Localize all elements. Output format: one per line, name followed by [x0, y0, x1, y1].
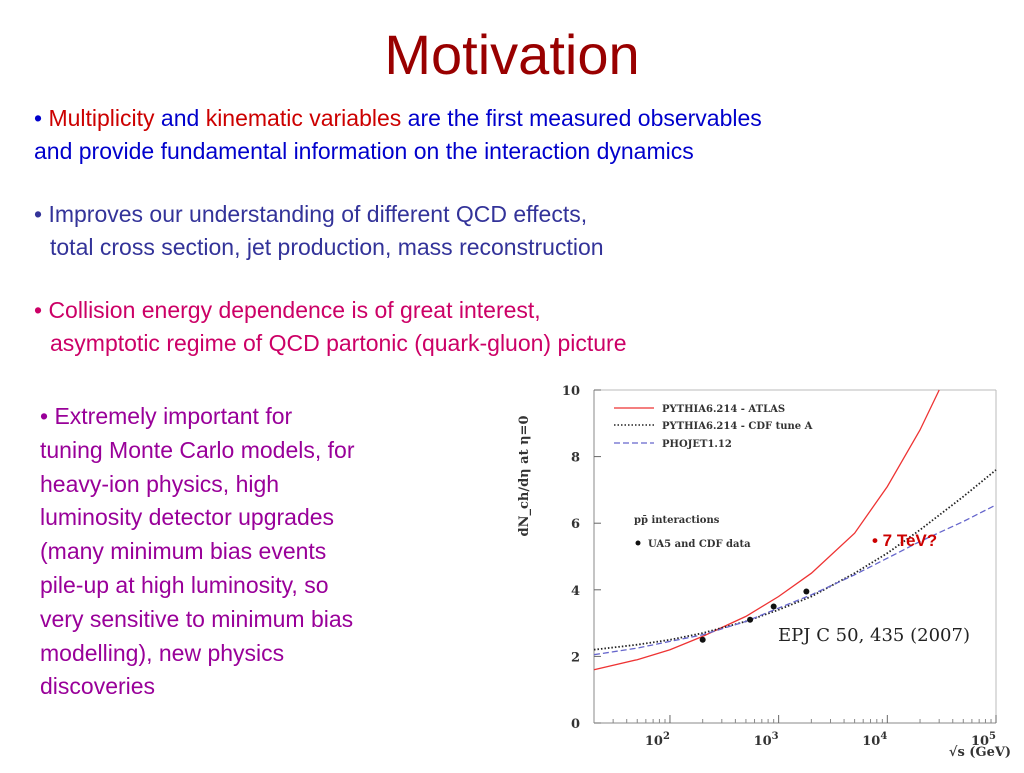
bullet-line: • Multiplicity and kinematic variables a…: [34, 102, 994, 135]
bullet-line: • Improves our understanding of differen…: [34, 201, 588, 227]
legend-label-phojet: PHOJET1.12: [662, 439, 732, 450]
series-line-2: [593, 504, 997, 656]
text-and: and: [154, 105, 206, 131]
x-tick-label: 104: [862, 731, 887, 749]
y-tick-label: 10: [562, 384, 580, 399]
legend-marker-data: [635, 540, 641, 546]
bullet-line: • Extremely important for: [40, 403, 293, 429]
annotation-interactions: pp̄ interactions: [634, 515, 720, 526]
series-line-0: [593, 389, 940, 671]
bullet-qcd-effects: • Improves our understanding of differen…: [34, 198, 934, 264]
term-multiplicity: Multiplicity: [48, 105, 155, 131]
bullet-line: luminosity detector upgrades: [40, 504, 335, 531]
chart-data-points: [699, 588, 810, 643]
bullet-line: total cross section, jet production, mas…: [50, 234, 604, 260]
chart-legend: PYTHIA6.214 - ATLAS PYTHIA6.214 - CDF tu…: [614, 404, 813, 450]
bullet-multiplicity: • Multiplicity and kinematic variables a…: [34, 102, 994, 168]
text-observables: are the first measured observables: [401, 105, 762, 131]
data-point: [803, 588, 810, 595]
chart-frame: [593, 389, 997, 724]
y-axis-label: dN_ch/dη at η=0: [517, 416, 532, 537]
x-tick-label: 103: [754, 731, 779, 749]
x-axis-label: √s (GeV): [949, 745, 1010, 760]
bullet-line: modelling), new physics: [40, 639, 285, 666]
y-tick-label: 4: [571, 584, 580, 599]
y-tick-label: 8: [571, 451, 580, 466]
bullet-line: pile-up at high luminosity, so: [40, 571, 329, 598]
bullet-line: • Collision energy dependence is of grea…: [34, 297, 541, 323]
x-tick-label: 102: [645, 731, 670, 749]
data-point: [770, 603, 777, 610]
y-tick-label: 6: [571, 517, 580, 532]
annotation-reference: EPJ C 50, 435 (2007): [778, 625, 970, 646]
legend-label-cdf: PYTHIA6.214 - CDF tune A: [662, 421, 813, 432]
bullet-line: asymptotic regime of QCD partonic (quark…: [50, 330, 627, 356]
series-line-1: [593, 469, 997, 651]
term-kinematic-variables: kinematic variables: [205, 105, 402, 131]
bullet-dot: •: [34, 105, 49, 131]
chart-series: [593, 389, 997, 671]
bullet-line: (many minimum bias events: [40, 538, 327, 565]
bullet-monte-carlo: • Extremely important for tuning Monte C…: [40, 400, 430, 704]
annotation-7tev: • 7 TeV?: [872, 531, 937, 550]
bullet-line: discoveries: [40, 673, 156, 700]
bullet-energy-dependence: • Collision energy dependence is of grea…: [34, 294, 934, 360]
bullet-line: very sensitive to minimum bias: [40, 605, 354, 632]
bullet-line: and provide fundamental information on t…: [34, 138, 694, 164]
bullet-line: tuning Monte Carlo models, for: [40, 436, 355, 463]
multiplicity-chart: 0 2 4 6 8 10 102 103 104 105 dN_ch/dη at η=0 √s (…: [510, 378, 1011, 768]
y-tick-label: 2: [571, 650, 580, 665]
y-tick-label: 0: [571, 717, 580, 732]
data-point: [699, 636, 706, 643]
bullet-line: heavy-ion physics, high: [40, 470, 280, 497]
slide-title: Motivation: [384, 23, 640, 86]
legend-label-atlas: PYTHIA6.214 - ATLAS: [662, 404, 785, 415]
data-point: [747, 616, 754, 623]
legend-label-data: UA5 and CDF data: [648, 539, 751, 550]
